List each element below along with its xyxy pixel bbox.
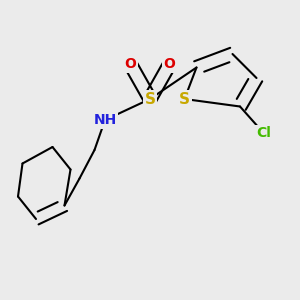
Text: S: S (179, 92, 190, 106)
Text: O: O (164, 58, 175, 71)
Text: S: S (145, 92, 155, 106)
Text: NH: NH (93, 113, 117, 127)
Text: O: O (124, 58, 136, 71)
Text: Cl: Cl (256, 127, 272, 140)
